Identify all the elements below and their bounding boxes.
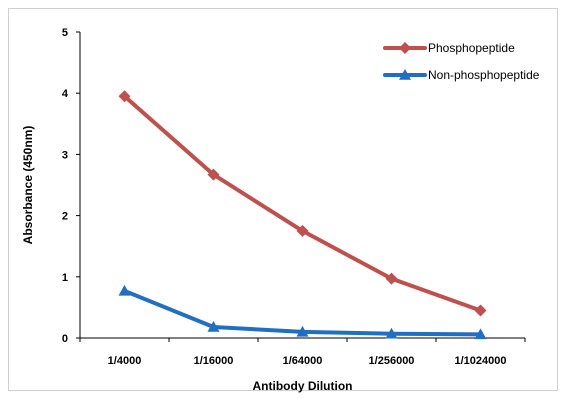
- axes: [79, 32, 525, 339]
- x-axis-ticks: 1/4000 1/16000 1/64000 1/256000 1/1024000: [79, 338, 526, 367]
- data-point: [118, 284, 131, 296]
- y-axis-title: Absorbance (450nm): [21, 126, 35, 245]
- data-point: [207, 168, 220, 181]
- data-point: [207, 320, 220, 332]
- legend-marker: [399, 42, 411, 54]
- data-point: [474, 304, 487, 317]
- series-1: [118, 90, 487, 317]
- legend-label: Non-phosphopeptide: [428, 68, 540, 82]
- x-tick-label: 1/256000: [369, 355, 415, 367]
- y-tick-label: 0: [62, 333, 68, 345]
- data-point: [296, 224, 309, 237]
- x-axis-title: Antibody Dilution: [253, 379, 353, 393]
- chart-frame: [8, 8, 558, 391]
- legend-item: Non-phosphopeptide: [383, 68, 540, 82]
- legend-marker: [399, 69, 411, 80]
- y-tick-label: 3: [62, 149, 68, 161]
- series-layer: [118, 90, 487, 340]
- legend-item: Phosphopeptide: [383, 41, 515, 55]
- x-tick-label: 1/1024000: [455, 355, 507, 367]
- series-line: [122, 94, 483, 313]
- legend: Phosphopeptide Non-phosphopeptide: [383, 41, 540, 82]
- y-tick-label: 1: [62, 272, 68, 284]
- data-point: [474, 328, 487, 340]
- data-point: [118, 90, 131, 103]
- data-point: [385, 272, 398, 285]
- x-tick-label: 1/16000: [194, 355, 234, 367]
- y-tick-label: 5: [62, 27, 68, 39]
- x-tick-label: 1/64000: [283, 355, 323, 367]
- y-tick-label: 2: [62, 211, 68, 223]
- data-point: [296, 325, 309, 337]
- data-point: [385, 327, 398, 339]
- series-2: [118, 284, 487, 340]
- legend-label: Phosphopeptide: [428, 41, 515, 55]
- x-tick-label: 1/4000: [108, 355, 142, 367]
- y-axis-ticks: 0 1 2 3 4 5: [62, 27, 80, 345]
- y-tick-label: 4: [62, 88, 69, 100]
